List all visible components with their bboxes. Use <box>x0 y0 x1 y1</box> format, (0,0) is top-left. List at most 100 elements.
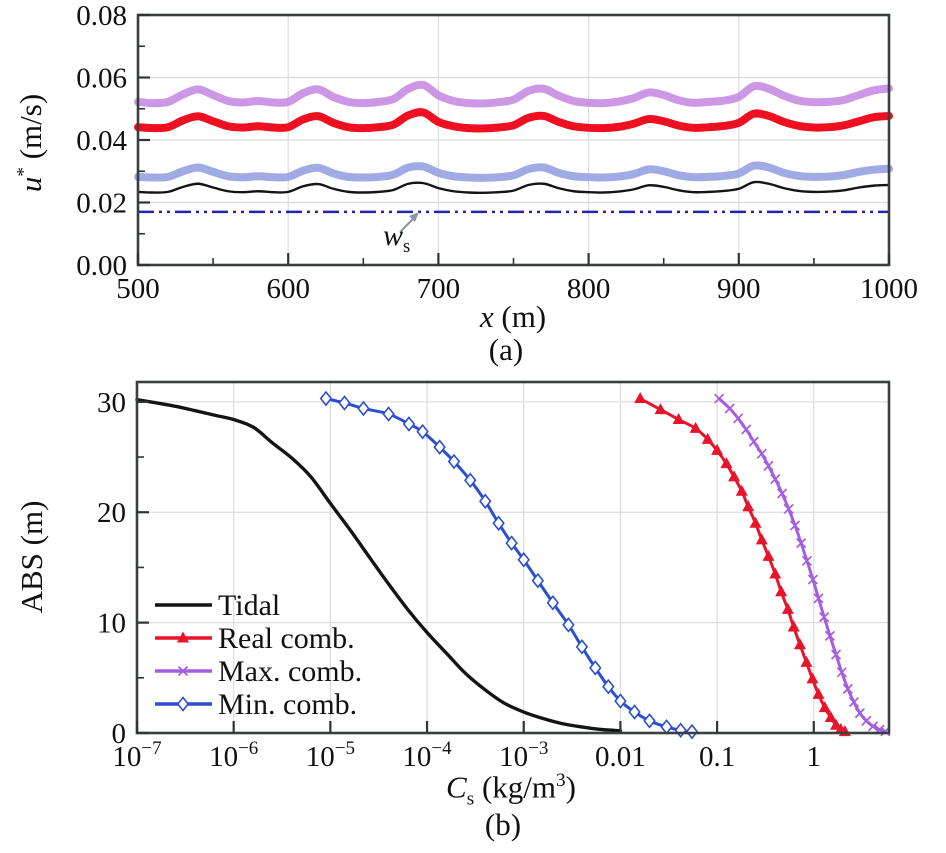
series-min-comb-marker-diamond <box>685 723 699 740</box>
y-tick-label: 30 <box>97 387 126 419</box>
y-tick-label: 0.02 <box>76 188 127 220</box>
series-min-comb-marker-diamond <box>531 572 545 589</box>
x-tick-label: 0.01 <box>595 741 646 773</box>
panel-b-caption: (b) <box>484 807 522 842</box>
panel-a-x-axis-label: x (m) <box>479 299 547 334</box>
series-min-comb-marker-diamond <box>319 390 333 407</box>
series-real-comb-marker-triangle <box>769 567 782 579</box>
y-tick-label: 20 <box>97 497 126 529</box>
series-real-comb-marker-triangle <box>749 516 762 528</box>
annotation-arrow-head <box>409 212 419 222</box>
series-real-comb-marker-triangle <box>672 413 685 425</box>
series-real-comb-marker-triangle <box>654 403 667 415</box>
y-tick-label: 0 <box>112 718 127 750</box>
series-max-comb-marker-x <box>763 460 774 471</box>
series-max-comb-marker-x <box>733 413 744 424</box>
series-min-comb-line <box>324 397 694 734</box>
plot-frame <box>135 380 891 735</box>
y-tick-label: 0.08 <box>76 0 127 32</box>
series-max-comb-marker-x <box>824 630 836 641</box>
panel-b-x-axis-label: Cs (kg/m3) <box>446 769 576 810</box>
series-min-comb-marker-diamond <box>492 515 505 532</box>
series-max-comb-marker-x <box>770 474 781 485</box>
series-real-comb-marker-triangle <box>812 687 825 699</box>
series-min-comb-marker-diamond <box>674 722 687 739</box>
series-min-comb-marker-diamond <box>402 416 416 432</box>
series-max-comb-marker-x <box>830 649 842 660</box>
series-real-comb-marker-triangle <box>711 443 724 455</box>
series-max-comb-marker-x <box>842 683 853 694</box>
series-real-comb-marker-triangle <box>634 392 647 404</box>
series-real-comb-marker-triangle <box>781 602 794 614</box>
y-tick-label: 0.06 <box>76 63 127 95</box>
series-max-comb-marker-x <box>741 424 752 435</box>
y-tick-label: 0.04 <box>76 125 127 157</box>
x-tick-label: 700 <box>417 273 461 305</box>
series-max-comb-marker-x <box>756 448 767 459</box>
series-real-comb-marker-triangle <box>701 432 714 444</box>
series-max-comb-marker-x <box>819 612 830 623</box>
series-real-comb-marker-triangle <box>720 457 733 469</box>
x-tick-label: 10−4 <box>402 738 452 773</box>
series-min-comb-marker-diamond <box>357 400 370 417</box>
series-max-comb-marker-x <box>836 667 847 678</box>
series-max-comb-marker-x <box>807 574 819 585</box>
panel-a-caption: (a) <box>488 332 524 367</box>
panel-a-plot: 500 600 700 800 900 1000 0.00 0.02 0.04 0.06 0.08 <box>76 0 918 305</box>
series-min-comb-marker-diamond <box>575 639 589 655</box>
legend-item-tidal-label: Tidal <box>218 589 280 622</box>
series-real-comb-marker-triangle <box>793 638 806 650</box>
series-real-comb-marker-triangle <box>762 549 775 561</box>
series-real-comb-marker-triangle <box>806 672 819 684</box>
series-max-comb-marker-x <box>783 503 794 515</box>
series-real-comb-marker-triangle <box>818 701 831 713</box>
panel-b-plot: 10−7 10−6 10−5 10−4 10−3 0.01 0.1 10102030Tidal… <box>97 380 891 773</box>
series-min-comb-marker-diamond <box>464 472 477 489</box>
series-min-comb-marker-diamond <box>447 453 461 470</box>
series-min-comb-marker-diamond <box>643 713 656 729</box>
series-min-comb-marker-diamond <box>614 693 627 709</box>
x-tick-label: 600 <box>266 273 310 305</box>
series-real-comb-marker-triangle <box>689 421 702 433</box>
series-max-comb-marker-x <box>796 538 807 549</box>
series-min-comb-marker-diamond <box>589 660 602 676</box>
series-max-comb-marker-x <box>724 403 735 414</box>
series-real-comb-marker-triangle <box>824 711 837 723</box>
series-real-comb-marker-triangle <box>775 585 788 597</box>
series-min-comb-marker-diamond <box>505 535 518 551</box>
settling-velocity-annotation: ws <box>383 219 411 257</box>
series-max-comb-marker-x <box>801 555 813 566</box>
series-real-comb-marker-triangle <box>800 655 813 667</box>
legend-item-real-comb-label: Real comb. <box>218 622 355 655</box>
series-min-comb-marker-diamond <box>338 395 351 411</box>
y-tick-label: 0.00 <box>76 250 127 282</box>
legend-item-max-comb-label: Max. comb. <box>218 655 362 688</box>
series-max-comb-marker-x <box>813 593 824 604</box>
series-min-comb-marker-diamond <box>628 704 641 720</box>
series-min-comb-line <box>134 161 893 182</box>
series-max-comb-marker-x <box>867 721 879 732</box>
panel-a-y-axis-label: u* (m/s) <box>13 93 48 193</box>
series-min-comb-marker-diamond <box>416 423 429 440</box>
series-real-comb-marker-triangle <box>755 533 768 545</box>
x-tick-label: 500 <box>116 273 160 305</box>
series-real-comb-marker-triangle <box>728 470 741 482</box>
series-real-comb-marker-triangle <box>787 620 800 632</box>
series-max-comb-marker-x <box>789 520 801 531</box>
series-real-comb-marker-triangle <box>742 500 755 512</box>
series-max-comb-marker-x <box>714 393 725 404</box>
series-max-comb-marker-x <box>776 488 788 499</box>
series-min-comb-marker-diamond <box>602 678 615 695</box>
x-tick-label: 0.1 <box>699 741 735 773</box>
y-tick-label: 10 <box>97 608 126 640</box>
x-tick-label: 1 <box>807 741 822 773</box>
x-tick-label: 1000 <box>860 273 918 305</box>
series-real-comb-line <box>134 108 893 133</box>
series-tidal-line <box>136 180 891 195</box>
legend-item-min-comb-marker-diamond <box>176 696 190 712</box>
legend-item-max-comb-marker-x <box>177 665 189 677</box>
series-min-comb-marker-diamond <box>546 594 560 611</box>
legend-item-min-comb-label: Min. comb. <box>218 688 357 721</box>
series-min-comb-marker-diamond <box>562 617 575 633</box>
series-max-comb-line <box>134 80 893 108</box>
